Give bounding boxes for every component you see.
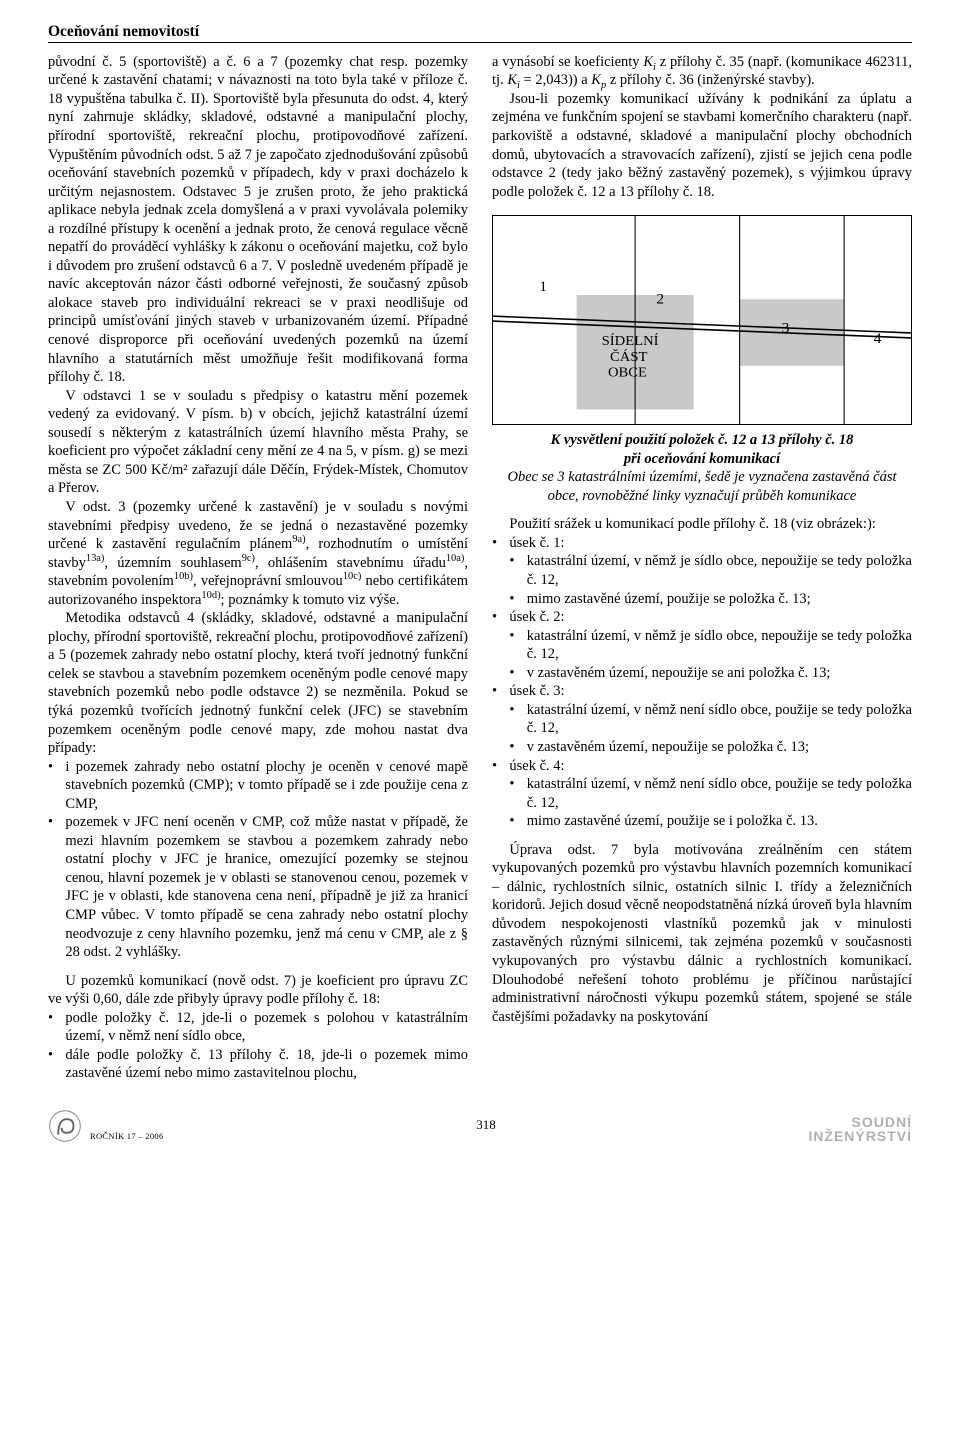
footnote-ref: 10d)	[201, 590, 220, 601]
list-item: katastrální území, v němž není sídlo obc…	[509, 775, 912, 812]
svg-text:SÍDELNÍ: SÍDELNÍ	[602, 333, 659, 350]
list-item: v zastavěném území, nepoužije se ani pol…	[509, 664, 912, 683]
text: z přílohy č. 36 (inženýrské stavby).	[606, 72, 815, 88]
text: , územním souhlasem	[104, 555, 241, 571]
footnote-ref: 13a)	[86, 553, 105, 564]
footnote-ref: 10a)	[446, 553, 465, 564]
bullet-list: podle položky č. 12, jde-li o pozemek s …	[48, 1009, 468, 1083]
bullet-list: úsek č. 4:	[492, 757, 912, 776]
svg-text:1: 1	[539, 278, 547, 295]
para: a vynásobí se koeficienty Ki z přílohy č…	[492, 53, 912, 90]
svg-text:2: 2	[656, 291, 664, 308]
bullet-sublist: katastrální území, v němž není sídlo obc…	[509, 701, 912, 757]
list-item: v zastavěném území, nepoužije se položka…	[509, 738, 912, 757]
var: K	[591, 72, 601, 88]
para: V odstavci 1 se v souladu s předpisy o k…	[48, 387, 468, 498]
footer-brand: SOUDNÍ INŽENÝRSTVÍ	[808, 1116, 912, 1143]
diagram-svg: 1 2 3 4 SÍDELNÍČÁSTOBCE	[493, 216, 911, 424]
footnote-ref: 9a)	[292, 534, 305, 545]
para: Metodika odstavců 4 (skládky, skladové, …	[48, 609, 468, 757]
diagram-caption-title2: při oceňování komunikací	[492, 450, 912, 469]
para: Jsou-li pozemky komunikací užívány k pod…	[492, 90, 912, 201]
list-item: mimo zastavěné území, použije se položka…	[509, 590, 912, 609]
journal-logo-icon	[48, 1109, 82, 1143]
bullet-list: úsek č. 2:	[492, 608, 912, 627]
svg-text:OBCE: OBCE	[608, 365, 647, 381]
list-item: úsek č. 2:	[492, 608, 912, 627]
bullet-sublist: katastrální území, v němž není sídlo obc…	[509, 775, 912, 831]
bullet-list: úsek č. 1:	[492, 534, 912, 553]
var: K	[507, 72, 517, 88]
text: a vynásobí se koeficienty	[492, 54, 643, 70]
diagram: 1 2 3 4 SÍDELNÍČÁSTOBCE	[492, 215, 912, 425]
svg-text:ČÁST: ČÁST	[610, 348, 648, 365]
list-item: podle položky č. 12, jde-li o pozemek s …	[48, 1009, 468, 1046]
diagram-caption-title: K vysvětlení použití položek č. 12 a 13 …	[492, 431, 912, 450]
svg-text:3: 3	[782, 320, 790, 337]
list-item: pozemek v JFC není oceněn v CMP, což můž…	[48, 813, 468, 961]
para: V odst. 3 (pozemky určené k zastavění) j…	[48, 498, 468, 609]
page-footer: ROČNÍK 17 – 2006 318 SOUDNÍ INŽENÝRSTVÍ	[48, 1109, 912, 1143]
footnote-ref: 10b)	[174, 571, 193, 582]
list-item: úsek č. 1:	[492, 534, 912, 553]
text: , veřejnoprávní smlouvou	[193, 573, 343, 589]
para: Úprava odst. 7 byla motivována zreálnění…	[492, 841, 912, 1026]
list-item: katastrální území, v němž je sídlo obce,…	[509, 627, 912, 664]
list-item: i pozemek zahrady nebo ostatní plochy je…	[48, 758, 468, 814]
var: K	[643, 54, 653, 70]
list-item: úsek č. 4:	[492, 757, 912, 776]
footer-left: ROČNÍK 17 – 2006	[48, 1109, 164, 1143]
svg-text:4: 4	[874, 330, 882, 347]
list-item: katastrální území, v němž je sídlo obce,…	[509, 552, 912, 589]
para: Použití srážek u komunikací podle příloh…	[492, 515, 912, 534]
bullet-sublist: katastrální území, v němž je sídlo obce,…	[509, 627, 912, 683]
footer-year: ROČNÍK 17 – 2006	[90, 1132, 164, 1143]
footnote-ref: 9c)	[242, 553, 255, 564]
list-item: úsek č. 3:	[492, 682, 912, 701]
brand-line2: INŽENÝRSTVÍ	[808, 1130, 912, 1143]
right-column: a vynásobí se koeficienty Ki z přílohy č…	[492, 53, 912, 1083]
section-header: Oceňování nemovitostí	[48, 22, 912, 42]
left-column: původní č. 5 (sportoviště) a č. 6 a 7 (p…	[48, 53, 468, 1083]
text: = 2,043)) a	[520, 72, 591, 88]
list-item: mimo zastavěné území, použije se i polož…	[509, 812, 912, 831]
page-number: 318	[476, 1117, 496, 1136]
bullet-list: i pozemek zahrady nebo ostatní plochy je…	[48, 758, 468, 962]
bullet-list: úsek č. 3:	[492, 682, 912, 701]
diagram-caption-desc: Obec se 3 katastrálními územími, šedě je…	[492, 468, 912, 505]
text: , ohlášením stavebnímu úřadu	[255, 555, 446, 571]
list-item: katastrální území, v němž není sídlo obc…	[509, 701, 912, 738]
two-column-body: původní č. 5 (sportoviště) a č. 6 a 7 (p…	[48, 53, 912, 1083]
list-item: dále podle položky č. 13 přílohy č. 18, …	[48, 1046, 468, 1083]
para: U pozemků komunikací (nově odst. 7) je k…	[48, 972, 468, 1009]
footnote-ref: 10c)	[343, 571, 362, 582]
bullet-sublist: katastrální území, v němž je sídlo obce,…	[509, 552, 912, 608]
text: ; poznámky k tomuto viz výše.	[221, 592, 400, 608]
para: původní č. 5 (sportoviště) a č. 6 a 7 (p…	[48, 53, 468, 387]
